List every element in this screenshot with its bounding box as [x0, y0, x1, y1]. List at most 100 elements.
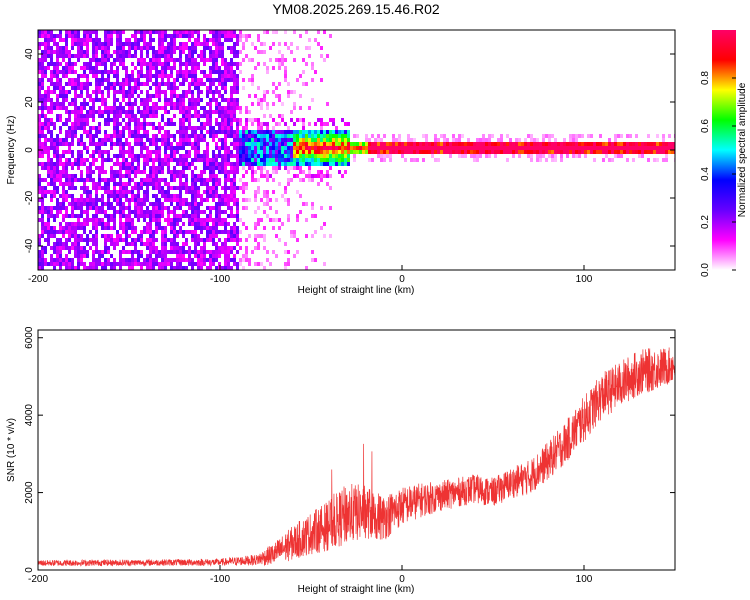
heatmap-cell [119, 138, 122, 142]
heatmap-cell [113, 154, 116, 158]
heatmap-cell [62, 98, 65, 102]
heatmap-cell [188, 70, 191, 74]
heatmap-cell [104, 234, 107, 238]
heatmap-cell [56, 94, 59, 98]
heatmap-cell [218, 102, 221, 106]
heatmap-cell [173, 238, 176, 242]
heatmap-cell [443, 138, 446, 142]
heatmap-cell [389, 142, 392, 146]
heatmap-cell [548, 138, 551, 142]
heatmap-cell [230, 86, 233, 90]
heatmap-cell [212, 150, 215, 154]
heatmap-cell [155, 58, 158, 62]
heatmap-cell [110, 54, 113, 58]
heatmap-cell [140, 66, 143, 70]
heatmap-cell [308, 134, 311, 138]
heatmap-cell [68, 126, 71, 130]
heatmap-cell [326, 134, 329, 138]
heatmap-cell [86, 54, 89, 58]
colorbar-label: Normalized spectral amplitude [737, 82, 748, 217]
heatmap-cell [413, 142, 416, 146]
heatmap-cell [68, 50, 71, 54]
heatmap-cell [203, 210, 206, 214]
heatmap-cell [38, 78, 41, 82]
heatmap-cell [236, 122, 239, 126]
heatmap-cell [623, 146, 626, 150]
heatmap-cell [149, 258, 152, 262]
heatmap-cell [299, 106, 302, 110]
heatmap-cell [332, 138, 335, 142]
heatmap-cell [122, 54, 125, 58]
heatmap-cell [56, 74, 59, 78]
heatmap-cell [218, 78, 221, 82]
heatmap-cell [227, 62, 230, 66]
heatmap-cell [104, 34, 107, 38]
heatmap-cell [443, 134, 446, 138]
heatmap-cell [122, 106, 125, 110]
heatmap-cell [617, 154, 620, 158]
heatmap-cell [203, 138, 206, 142]
heatmap-cell [50, 70, 53, 74]
heatmap-cell [44, 222, 47, 226]
heatmap-cell [287, 250, 290, 254]
heatmap-cell [272, 178, 275, 182]
heatmap-cell [146, 138, 149, 142]
heatmap-cell [197, 138, 200, 142]
heatmap-cell [200, 50, 203, 54]
heatmap-cell [305, 142, 308, 146]
heatmap-cell [104, 170, 107, 174]
heatmap-cell [236, 126, 239, 130]
heatmap-cell [113, 194, 116, 198]
heatmap-cell [95, 238, 98, 242]
heatmap-cell [167, 78, 170, 82]
heatmap-cell [182, 186, 185, 190]
heatmap-cell [197, 114, 200, 118]
heatmap-cell [176, 158, 179, 162]
heatmap-cell [218, 74, 221, 78]
heatmap-cell [71, 42, 74, 46]
heatmap-cell [224, 166, 227, 170]
heatmap-cell [53, 246, 56, 250]
heatmap-cell [260, 126, 263, 130]
heatmap-cell [113, 62, 116, 66]
heatmap-cell [299, 26, 302, 30]
heatmap-cell [107, 250, 110, 254]
heatmap-cell [329, 34, 332, 38]
heatmap-cell [98, 98, 101, 102]
heatmap-cell [320, 178, 323, 182]
heatmap-cell [146, 70, 149, 74]
heatmap-cell [92, 158, 95, 162]
heatmap-cell [164, 70, 167, 74]
heatmap-cell [242, 134, 245, 138]
heatmap-cell [521, 142, 524, 146]
heatmap-cell [134, 250, 137, 254]
heatmap-cell [80, 174, 83, 178]
heatmap-cell [671, 150, 674, 154]
heatmap-cell [152, 234, 155, 238]
heatmap-cell [608, 158, 611, 162]
heatmap-cell [59, 202, 62, 206]
heatmap-cell [245, 138, 248, 142]
heatmap-cell [74, 134, 77, 138]
heatmap-cell [128, 226, 131, 230]
snr-y-label: SNR (10 * v/v) [6, 418, 17, 482]
heatmap-cell [146, 82, 149, 86]
heatmap-cell [128, 190, 131, 194]
heatmap-cell [134, 214, 137, 218]
heatmap-cell [74, 54, 77, 58]
heatmap-cell [194, 190, 197, 194]
heatmap-cell [296, 190, 299, 194]
heatmap-cell [104, 50, 107, 54]
heatmap-cell [455, 150, 458, 154]
heatmap-cell [512, 150, 515, 154]
heatmap-cell [161, 178, 164, 182]
heatmap-cell [53, 66, 56, 70]
heatmap-cell [122, 130, 125, 134]
heatmap-cell [149, 78, 152, 82]
heatmap-cell [119, 54, 122, 58]
heatmap-cell [74, 86, 77, 90]
heatmap-cell [56, 58, 59, 62]
heatmap-cell [305, 130, 308, 134]
heatmap-cell [86, 238, 89, 242]
heatmap-cell [68, 234, 71, 238]
